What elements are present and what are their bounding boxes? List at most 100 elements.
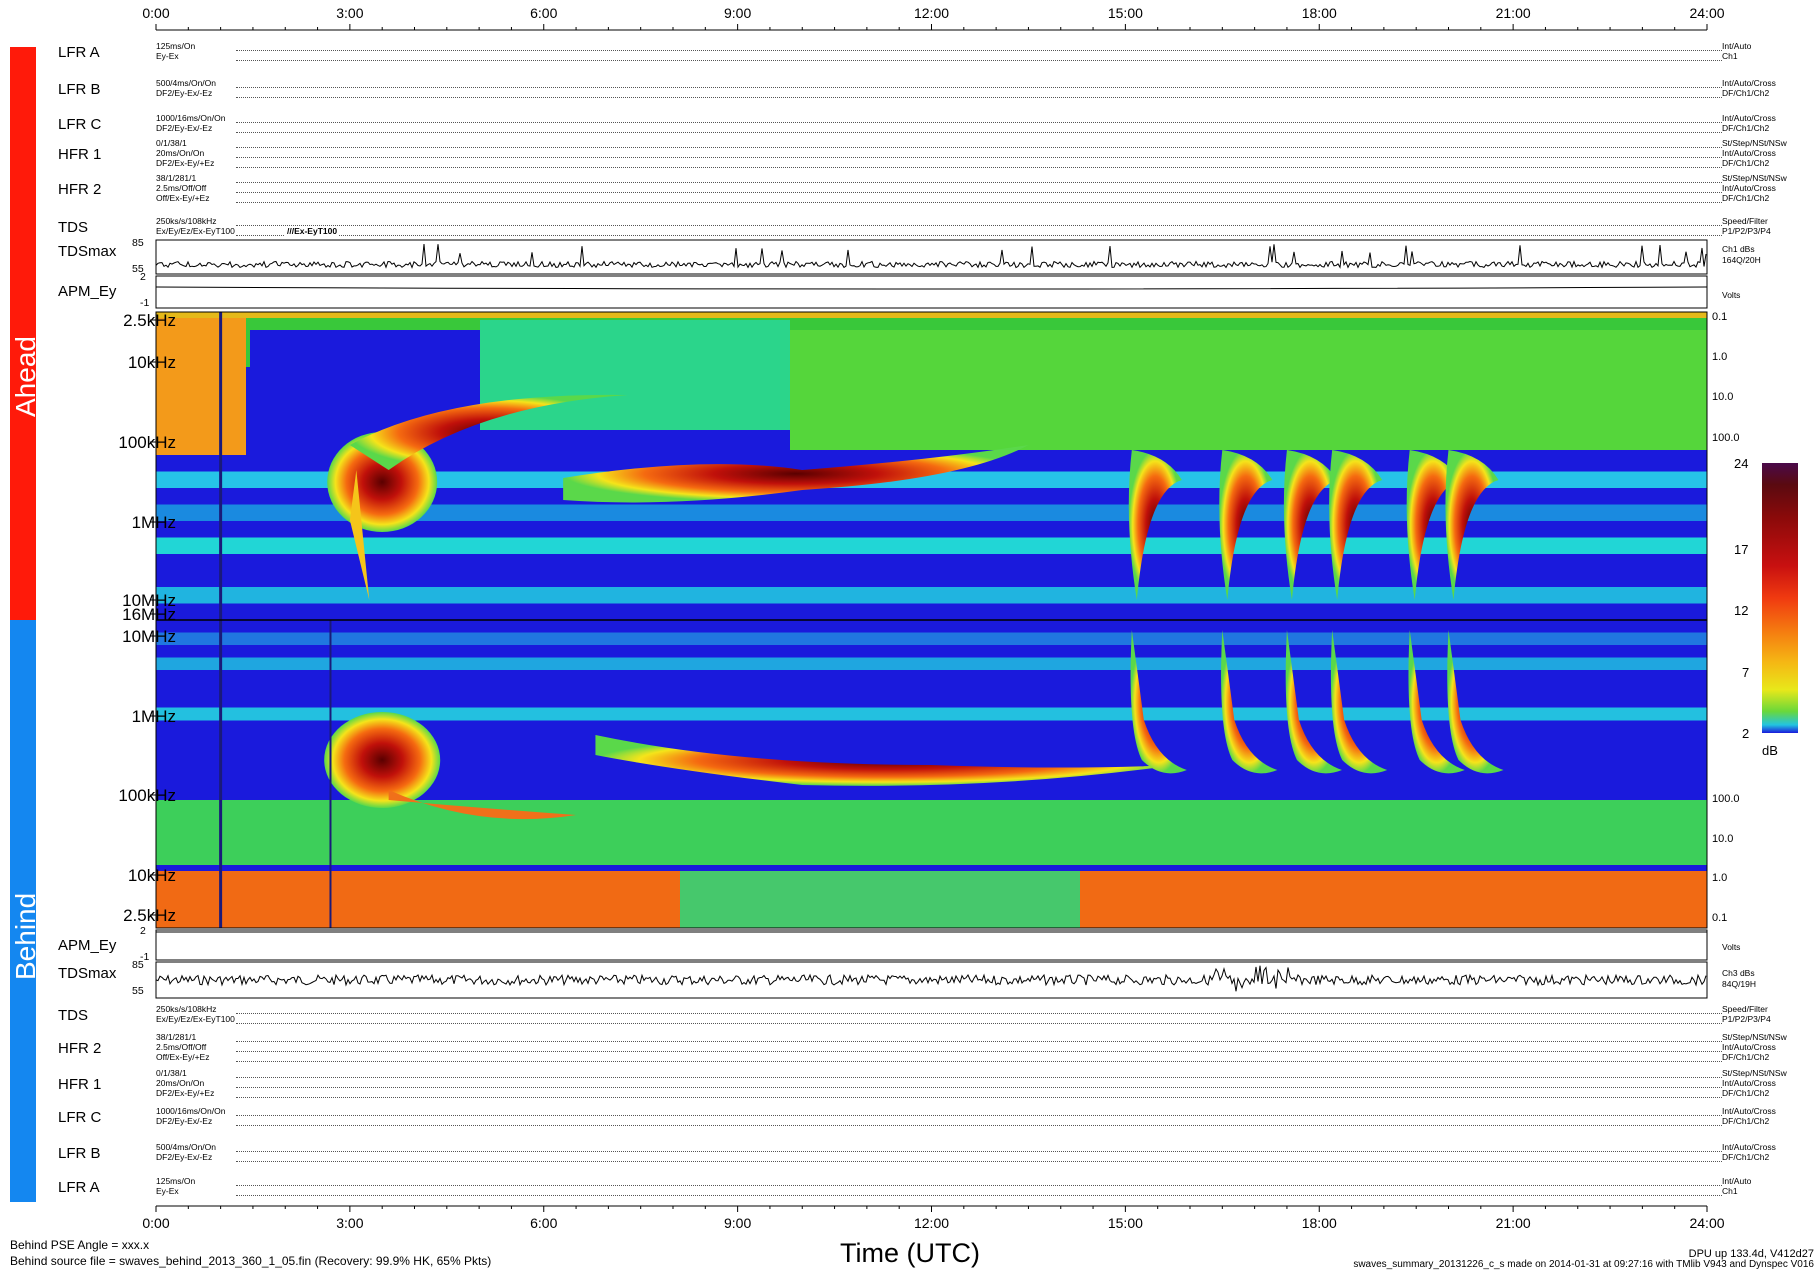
behind-row-setting: 2.5ms/Off/Off bbox=[156, 1042, 207, 1052]
ahead-freq-tick-label: 10MHz bbox=[122, 591, 176, 610]
ahead-row-setting: 38/1/281/1 bbox=[156, 173, 197, 183]
ahead-row-setting: DF2/Ey-Ex/-Ez bbox=[156, 88, 213, 98]
ahead-row-setting: Ex/Ey/Ez/Ex-EyT100 bbox=[156, 226, 235, 236]
behind-row-right-setting: St/Step/NSt/NSw bbox=[1722, 1032, 1787, 1042]
behind-row-dotted-line bbox=[236, 1077, 1722, 1078]
behind-hf-stripe bbox=[156, 682, 1707, 696]
ahead-row-setting: 250ks/s/108kHz bbox=[156, 216, 217, 226]
behind-row-dotted-line bbox=[236, 1061, 1722, 1062]
ahead-apm-trace bbox=[155, 286, 1708, 290]
x-axis-title: Time (UTC) bbox=[840, 1238, 980, 1268]
behind-apm-label: APM_Ey bbox=[58, 937, 117, 954]
behind-type-iii-burst bbox=[1285, 630, 1342, 774]
ahead-hf-stripe bbox=[156, 537, 1707, 555]
behind-power-tick-label: 100.0 bbox=[1712, 793, 1740, 805]
behind-row-dotted-line bbox=[236, 1023, 1722, 1024]
behind-row-dotted-line bbox=[236, 1125, 1722, 1126]
behind-row-setting: DF2/Ey-Ex/-Ez bbox=[156, 1152, 213, 1162]
ahead-mid-noise bbox=[480, 320, 790, 430]
ahead-row-setting: 500/4ms/On/On bbox=[156, 78, 217, 88]
ahead-row-setting: Ey-Ex bbox=[156, 51, 179, 61]
behind-burst-core bbox=[324, 712, 441, 808]
bottom-time-tick-label: 15:00 bbox=[1107, 1215, 1143, 1231]
ahead-row-dotted-line bbox=[236, 157, 1722, 158]
behind-apm-frame bbox=[155, 929, 1708, 961]
ahead-row-label: LFR C bbox=[58, 116, 102, 133]
behind-row-setting: 500/4ms/On/On bbox=[156, 1142, 217, 1152]
behind-row-label: LFR A bbox=[58, 1179, 100, 1196]
ahead-hf-stripe bbox=[156, 504, 1707, 522]
ahead-freq-tick-label: 10kHz bbox=[127, 353, 176, 372]
behind-row-right-setting: DF/Ch1/Ch2 bbox=[1722, 1052, 1770, 1062]
behind-apm-right: Volts bbox=[1722, 942, 1741, 952]
footer-right-1: DPU up 133.4d, V412d27 bbox=[1688, 1248, 1814, 1260]
behind-tdsmax-right: Ch3 dBs bbox=[1722, 968, 1755, 978]
ahead-row-dotted-line bbox=[236, 132, 1722, 133]
ahead-slow-drift bbox=[563, 445, 1029, 503]
ahead-tdsmax-ytick: 55 bbox=[132, 263, 144, 275]
behind-row-right-setting: DF/Ch1/Ch2 bbox=[1722, 1116, 1770, 1126]
behind-mid-band bbox=[156, 800, 1707, 870]
behind-side-bar: Behind bbox=[10, 620, 41, 1202]
behind-freq-tick-label: 2.5kHz bbox=[123, 906, 176, 925]
ahead-row-setting: 125ms/On bbox=[156, 41, 196, 51]
ahead-row-right-setting: Speed/Filter bbox=[1722, 216, 1768, 226]
top-time-tick-label: 21:00 bbox=[1495, 5, 1531, 21]
behind-row-label: HFR 1 bbox=[58, 1076, 102, 1093]
ahead-row-dotted-line bbox=[236, 235, 1722, 236]
behind-freq-tick-label: 1MHz bbox=[131, 707, 176, 726]
ahead-apm-frame bbox=[155, 275, 1708, 309]
ahead-power-tick-label: 1.0 bbox=[1712, 351, 1728, 363]
ahead-row-dotted-line bbox=[236, 60, 1722, 61]
ahead-row-right-setting: Int/Auto/Cross bbox=[1722, 183, 1776, 193]
ahead-row-right-setting: Int/Auto/Cross bbox=[1722, 78, 1776, 88]
behind-slow-drift bbox=[595, 735, 1178, 786]
top-time-tick-label: 9:00 bbox=[724, 5, 752, 21]
colorbar bbox=[1762, 463, 1798, 733]
behind-row-label: HFR 2 bbox=[58, 1040, 102, 1057]
ahead-row-right-setting: St/Step/NSt/NSw bbox=[1722, 138, 1787, 148]
ahead-type-iii-burst bbox=[1329, 450, 1383, 600]
ahead-row-dotted-line bbox=[236, 122, 1722, 123]
behind-freq-tick-label: 10MHz bbox=[122, 627, 176, 646]
behind-type-iii-burst bbox=[1330, 630, 1388, 774]
ahead-row-label: LFR A bbox=[58, 44, 100, 61]
behind-type-iii-burst bbox=[1130, 630, 1187, 774]
ahead-row-label: HFR 1 bbox=[58, 146, 102, 163]
behind-row-setting: DF2/Ey-Ex/-Ez bbox=[156, 1116, 213, 1126]
ahead-row-setting: 20ms/On/On bbox=[156, 148, 205, 158]
bottom-time-tick-label: 18:00 bbox=[1301, 1215, 1337, 1231]
top-time-tick-label: 6:00 bbox=[530, 5, 558, 21]
behind-hf-stripe bbox=[156, 670, 1707, 683]
behind-burst-lower-arc bbox=[388, 790, 577, 820]
behind-hf-stripe bbox=[156, 632, 1707, 646]
behind-row-dotted-line bbox=[236, 1051, 1722, 1052]
ahead-row-right-setting: DF/Ch1/Ch2 bbox=[1722, 88, 1770, 98]
ahead-row-right-setting: DF/Ch1/Ch2 bbox=[1722, 158, 1770, 168]
behind-row-dotted-line bbox=[236, 1185, 1722, 1186]
behind-row-right-setting: DF/Ch1/Ch2 bbox=[1722, 1088, 1770, 1098]
behind-row-right-setting: Int/Auto/Cross bbox=[1722, 1142, 1776, 1152]
behind-row-setting: 125ms/On bbox=[156, 1176, 196, 1186]
behind-gap-line bbox=[156, 865, 1707, 871]
ahead-type-iii-burst bbox=[1283, 450, 1337, 600]
behind-row-setting: 0/1/38/1 bbox=[156, 1068, 187, 1078]
behind-row-right-setting: Int/Auto/Cross bbox=[1722, 1106, 1776, 1116]
ahead-row-label: LFR B bbox=[58, 81, 101, 98]
ahead-hf-stripe bbox=[156, 603, 1707, 620]
ahead-burst-arc bbox=[349, 394, 628, 470]
behind-row-right-setting: P1/P2/P3/P4 bbox=[1722, 1014, 1771, 1024]
bottom-time-tick-label: 3:00 bbox=[336, 1215, 364, 1231]
ahead-power-tick-label: 10.0 bbox=[1712, 391, 1734, 403]
ahead-tdsmax-ytick: 85 bbox=[132, 237, 144, 249]
behind-row-dotted-line bbox=[236, 1087, 1722, 1088]
ahead-apm-right: Volts bbox=[1722, 290, 1741, 300]
ahead-row-dotted-line bbox=[236, 202, 1722, 203]
ahead-freq-tick-label: 2.5kHz bbox=[123, 311, 176, 330]
ahead-tdsmax-frame bbox=[155, 239, 1708, 275]
behind-power-tick-label: 10.0 bbox=[1712, 833, 1734, 845]
behind-row-setting: 38/1/281/1 bbox=[156, 1032, 197, 1042]
ahead-row-label: TDS bbox=[58, 219, 88, 236]
ahead-top-band bbox=[156, 312, 1707, 318]
